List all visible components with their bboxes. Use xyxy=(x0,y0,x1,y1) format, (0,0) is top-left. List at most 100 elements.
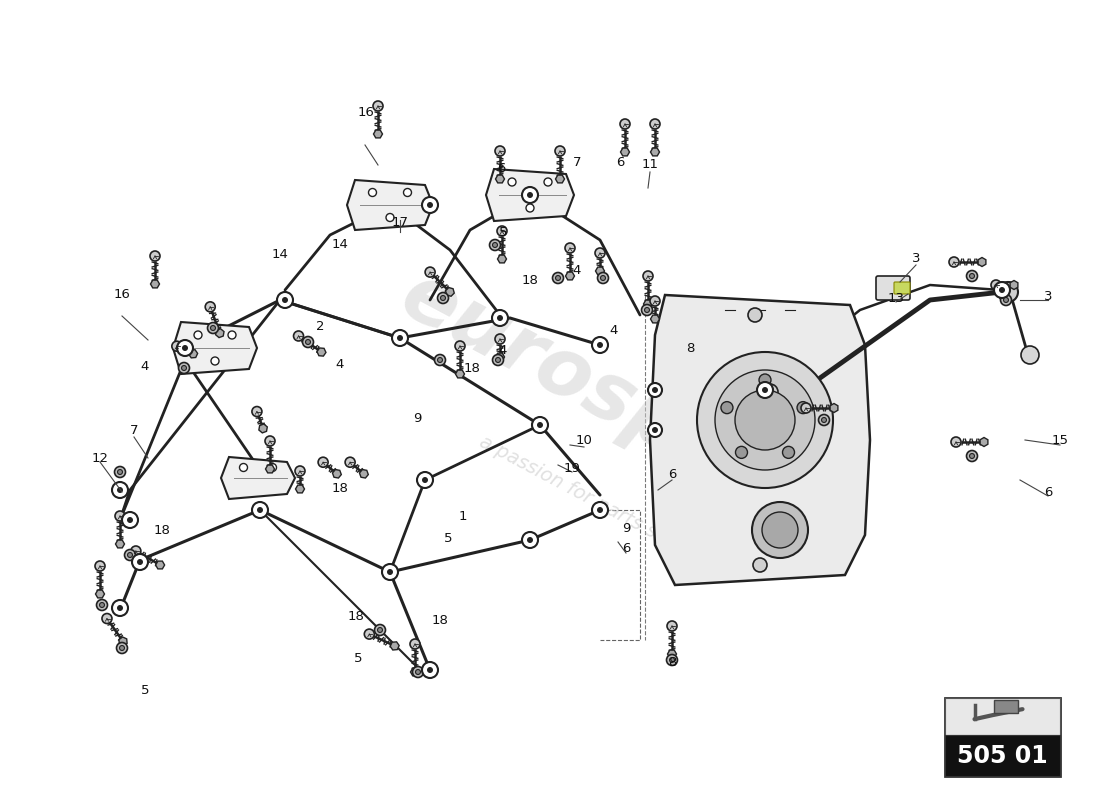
Circle shape xyxy=(302,337,313,347)
Circle shape xyxy=(306,339,310,345)
Circle shape xyxy=(112,482,128,498)
Text: 6: 6 xyxy=(616,157,624,170)
Circle shape xyxy=(967,450,978,462)
Circle shape xyxy=(495,146,505,156)
Text: 17: 17 xyxy=(392,215,408,229)
Circle shape xyxy=(206,302,216,312)
Circle shape xyxy=(120,646,124,650)
Circle shape xyxy=(425,267,436,277)
Circle shape xyxy=(417,472,433,488)
Circle shape xyxy=(386,214,394,222)
Circle shape xyxy=(757,382,773,398)
Text: a passion for parts since 1985: a passion for parts since 1985 xyxy=(475,433,745,587)
Circle shape xyxy=(522,187,538,203)
Circle shape xyxy=(592,502,608,518)
Circle shape xyxy=(422,662,438,678)
Circle shape xyxy=(387,569,393,575)
Text: 16: 16 xyxy=(358,106,374,118)
Circle shape xyxy=(182,366,187,370)
Text: 3: 3 xyxy=(1044,290,1053,302)
Circle shape xyxy=(210,326,216,330)
Text: 5: 5 xyxy=(141,683,150,697)
Text: 6: 6 xyxy=(1044,486,1053,498)
Circle shape xyxy=(527,537,534,543)
Circle shape xyxy=(592,337,608,353)
Circle shape xyxy=(455,341,465,351)
Circle shape xyxy=(422,197,438,213)
Circle shape xyxy=(434,354,446,366)
Text: 1: 1 xyxy=(459,510,468,522)
Polygon shape xyxy=(346,180,433,230)
Circle shape xyxy=(252,406,262,417)
Circle shape xyxy=(97,599,108,610)
Text: 8: 8 xyxy=(668,655,676,669)
Circle shape xyxy=(667,654,678,666)
Circle shape xyxy=(949,257,959,267)
Circle shape xyxy=(495,358,500,362)
Circle shape xyxy=(497,315,503,321)
Circle shape xyxy=(392,330,408,346)
Circle shape xyxy=(495,334,505,344)
Text: 7: 7 xyxy=(573,157,581,170)
Circle shape xyxy=(252,502,268,518)
Text: 3: 3 xyxy=(912,251,921,265)
Circle shape xyxy=(754,558,767,572)
Text: 18: 18 xyxy=(348,610,364,622)
Text: 11: 11 xyxy=(641,158,659,171)
Circle shape xyxy=(397,335,403,341)
Circle shape xyxy=(116,511,125,521)
Text: 4: 4 xyxy=(336,358,344,370)
Text: 12: 12 xyxy=(91,451,109,465)
Circle shape xyxy=(1001,294,1012,306)
Circle shape xyxy=(969,274,975,278)
Circle shape xyxy=(667,621,676,631)
Circle shape xyxy=(620,119,630,129)
Circle shape xyxy=(1021,346,1040,364)
Circle shape xyxy=(117,605,123,611)
FancyBboxPatch shape xyxy=(894,282,910,294)
Circle shape xyxy=(490,239,500,250)
Circle shape xyxy=(715,370,815,470)
Polygon shape xyxy=(650,295,870,585)
Circle shape xyxy=(508,178,516,186)
Circle shape xyxy=(345,458,355,467)
Text: 10: 10 xyxy=(575,434,593,446)
Circle shape xyxy=(497,226,507,236)
Circle shape xyxy=(522,532,538,548)
Text: 4: 4 xyxy=(573,263,581,277)
Circle shape xyxy=(762,512,798,548)
Text: 5: 5 xyxy=(443,531,452,545)
Circle shape xyxy=(132,554,148,570)
Circle shape xyxy=(211,357,219,365)
Text: 13: 13 xyxy=(888,291,904,305)
Circle shape xyxy=(416,670,420,674)
Circle shape xyxy=(527,192,534,198)
Circle shape xyxy=(537,422,543,428)
Circle shape xyxy=(99,602,104,607)
Circle shape xyxy=(124,550,135,561)
Circle shape xyxy=(438,358,442,362)
Circle shape xyxy=(556,146,565,156)
Circle shape xyxy=(735,390,795,450)
Circle shape xyxy=(492,310,508,326)
Circle shape xyxy=(277,292,293,308)
Circle shape xyxy=(544,178,552,186)
Text: 9: 9 xyxy=(412,411,421,425)
FancyBboxPatch shape xyxy=(945,698,1060,735)
Text: 5: 5 xyxy=(354,651,362,665)
Text: 18: 18 xyxy=(331,482,349,494)
Circle shape xyxy=(427,667,433,673)
Text: 18: 18 xyxy=(431,614,449,626)
Circle shape xyxy=(294,331,304,341)
Circle shape xyxy=(364,629,374,639)
Circle shape xyxy=(117,487,123,493)
Circle shape xyxy=(999,287,1005,293)
Circle shape xyxy=(998,282,1018,302)
FancyBboxPatch shape xyxy=(993,700,1018,713)
Circle shape xyxy=(112,600,128,616)
Circle shape xyxy=(556,275,561,281)
Polygon shape xyxy=(486,169,574,221)
Circle shape xyxy=(493,242,497,247)
Circle shape xyxy=(122,512,138,528)
Circle shape xyxy=(117,642,128,654)
